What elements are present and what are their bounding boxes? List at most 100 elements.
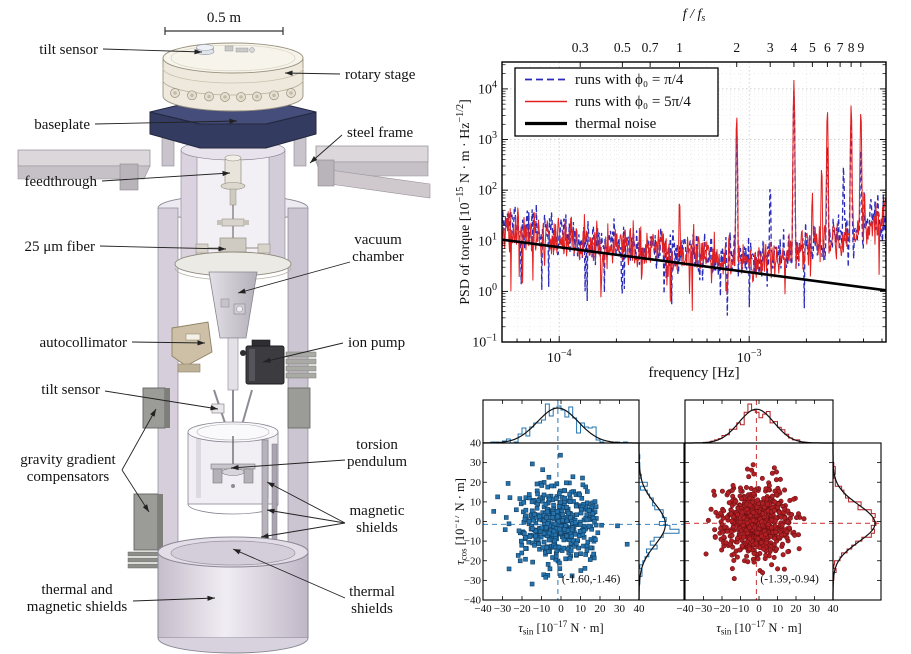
diagram-label-tilt-sensor-top: tilt sensor [39, 42, 203, 58]
diagram-label-ion-pump: ion pump [262, 335, 405, 363]
scatter-x-tick: −20 [713, 603, 731, 615]
scatter-panel-red: −40 −30 −20 −10 0 10 20 30 40 (-1.39,-0.94) [676, 399, 882, 615]
svg-text:25 μm fiber: 25 μm fiber [24, 239, 95, 255]
svg-text:tilt sensor: tilt sensor [41, 382, 100, 398]
svg-text:thermal and: thermal and [41, 582, 113, 598]
psd-x-tick: 10−3 [737, 348, 762, 366]
psd-top-tick: 0.5 [614, 40, 631, 55]
blue-side-histogram [638, 443, 680, 600]
diagram-label-rotary-stage: rotary stage [284, 67, 416, 83]
psd-top-tick: 8 [848, 40, 855, 55]
psd-y-tick: 10−1 [472, 333, 497, 351]
svg-text:ion pump: ion pump [348, 335, 405, 351]
svg-text:gravity gradient: gravity gradient [20, 452, 116, 468]
psd-top-tick: 0.3 [572, 40, 589, 55]
scatter-x-tick: −20 [513, 603, 531, 615]
scatter-x-tick: 30 [614, 603, 626, 615]
scatter-y-tick: −40 [464, 595, 482, 607]
scatter-y-tick: 30 [470, 457, 482, 469]
psd-thermal-noise-line [502, 238, 886, 292]
scale-bar: 0.5 m [164, 10, 284, 35]
apparatus-diagram: 0.5 m tilt sensor rotary stage baseplate ste… [17, 10, 431, 654]
scatter-x-tick: −10 [533, 603, 551, 615]
svg-text:torsion: torsion [356, 437, 398, 453]
diagram-label-fiber: 25 μm fiber [24, 239, 227, 255]
psd-top-tick: 6 [824, 40, 831, 55]
scatter-x-axis-label: τsin [10−17 N · m] [518, 619, 603, 637]
scatter-x-tick: 40 [634, 603, 646, 615]
scatter-y-tick: −20 [464, 555, 482, 567]
svg-text:autocollimator: autocollimator [40, 335, 127, 351]
svg-text:thermal: thermal [349, 584, 395, 600]
psd-top-tick: 1 [676, 40, 683, 55]
scatter-x-tick: 30 [809, 603, 821, 615]
red-scatter-points [703, 462, 807, 582]
diagram-label-steel-frame: steel frame [309, 125, 414, 164]
scatter-x-tick: 20 [595, 603, 607, 615]
psd-y-tick: 102 [478, 181, 497, 199]
scatter-y-tick: −10 [464, 536, 482, 548]
svg-text:compensators: compensators [27, 469, 110, 485]
psd-x-tick: 10−4 [547, 348, 572, 366]
psd-legend-label: runs with ϕ₀ = 5π/4 [575, 94, 691, 110]
psd-legend-label: thermal noise [575, 116, 657, 132]
scatter-x-tick: 20 [791, 603, 803, 615]
scatter-x-tick: −40 [474, 603, 492, 615]
svg-text:magnetic shields: magnetic shields [27, 599, 128, 615]
scatter-x-axis-label: τsin [10−17 N · m] [716, 619, 801, 637]
scatter-x-tick: 0 [756, 603, 762, 615]
svg-text:shields: shields [356, 520, 398, 536]
svg-text:rotary stage: rotary stage [345, 67, 416, 83]
scatter-plots: −40−40−30−30−20−20−10−100010102020303040… [455, 399, 882, 637]
svg-text:tilt sensor: tilt sensor [39, 42, 98, 58]
diagram-label-baseplate: baseplate [34, 117, 238, 133]
psd-top-axis-title: f / fs [683, 7, 706, 24]
scatter-panel-blue: −40−40−30−30−20−20−10−100010102020303040… [464, 399, 685, 615]
scatter-x-tick: −30 [695, 603, 713, 615]
psd-top-tick: 3 [767, 40, 774, 55]
diagram-label-autocollimator: autocollimator [40, 335, 206, 351]
scatter-y-tick: 20 [470, 477, 482, 489]
scatter-y-tick: 10 [470, 496, 482, 508]
psd-top-tick: 5 [809, 40, 816, 55]
psd-series-blue [502, 91, 886, 316]
psd-x-axis-label: frequency [Hz] [648, 365, 739, 380]
svg-text:magnetic: magnetic [350, 503, 405, 519]
psd-legend: runs with ϕ₀ = π/4 runs with ϕ₀ = 5π/4 the… [514, 67, 719, 137]
psd-top-tick: 4 [791, 40, 798, 55]
psd-y-tick: 101 [478, 231, 497, 249]
svg-text:baseplate: baseplate [34, 117, 90, 133]
scatter-x-tick: −30 [494, 603, 512, 615]
svg-text:steel frame: steel frame [347, 125, 414, 141]
apparatus-drawing [17, 42, 431, 654]
diagram-label-tilt-sensor-lower: tilt sensor [41, 382, 219, 411]
psd-plot: 10−4 10−3 104 103 102 101 100 10−1 0.3 0.5 0.7 1 2 3 4… [455, 7, 887, 380]
psd-y-tick: 103 [478, 130, 497, 148]
svg-text:feedthrough: feedthrough [25, 174, 98, 190]
svg-text:chamber: chamber [352, 249, 404, 265]
psd-top-tick: 7 [837, 40, 844, 55]
psd-top-tick: 0.7 [642, 40, 659, 55]
scatter-x-tick: −40 [676, 603, 694, 615]
scatter-y-tick: 0 [476, 516, 482, 528]
psd-y-axis-label: PSD of torque [10−15 N · m · Hz−1/2] [455, 99, 473, 305]
scatter-y-tick: 40 [470, 438, 482, 450]
psd-legend-label: runs with ϕ₀ = π/4 [575, 72, 684, 88]
blue-top-gauss-curve [482, 407, 639, 444]
psd-y-tick: 100 [478, 282, 497, 300]
svg-text:shields: shields [351, 601, 393, 617]
red-side-histogram [832, 443, 877, 600]
diagram-label-feedthrough: feedthrough [25, 170, 231, 190]
psd-top-tick: 2 [733, 40, 740, 55]
red-side-gauss-curve [832, 443, 876, 600]
scatter-x-tick: 0 [558, 603, 564, 615]
psd-series-red [502, 79, 886, 311]
psd-top-tick: 9 [857, 40, 864, 55]
svg-text:pendulum: pendulum [347, 454, 407, 470]
